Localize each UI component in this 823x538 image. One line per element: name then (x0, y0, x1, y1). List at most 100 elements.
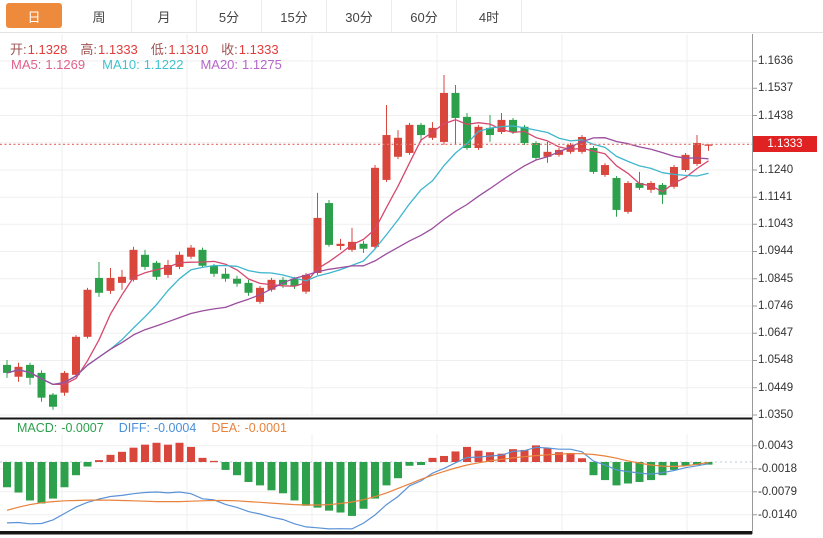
macd-histogram-bar (256, 462, 264, 486)
candle-body (658, 184, 667, 195)
bottom-bar (0, 531, 752, 535)
candle-body (198, 249, 207, 266)
macd-histogram-bar (405, 462, 414, 466)
macd-histogram-bar (359, 462, 368, 509)
macd-histogram-bar (49, 462, 57, 499)
macd-histogram-bar (210, 460, 218, 463)
close-readout: 收:1.1333 (221, 42, 279, 57)
price-axis-label: 1.0449 (758, 381, 794, 394)
candle-body (72, 336, 80, 375)
macd-histogram-bar (612, 462, 621, 486)
macd-histogram-bar (497, 453, 506, 462)
ma20-readout: MA20: 1.1275 (200, 57, 282, 72)
candle-body (302, 274, 310, 292)
ohlc-legend: 开:1.1328 高:1.1333 低:1.1310 收:1.1333 (10, 39, 279, 58)
candle-body (394, 137, 402, 157)
price-axis-label: 1.0548 (758, 354, 794, 367)
macd-histogram-bar (520, 449, 529, 462)
tab-60min[interactable]: 60分 (392, 0, 457, 32)
price-axis-label: 1.0944 (758, 245, 794, 258)
candle-body (164, 264, 172, 275)
macd-histogram-bar (704, 462, 713, 465)
macd-histogram-bar (83, 462, 92, 467)
macd-histogram-bar (302, 462, 310, 506)
tab-month[interactable]: 月 (132, 0, 197, 32)
macd-axis-label: -0.0140 (758, 508, 798, 521)
macd-legend: MACD: -0.0007 DIFF: -0.0004 DEA: -0.0001 (17, 421, 287, 435)
candle-body (463, 116, 471, 148)
macd-histogram-bar (26, 462, 34, 501)
macd-histogram-bar (60, 462, 69, 488)
candle-body (95, 277, 103, 293)
macd-histogram-bar (175, 442, 184, 462)
candle-body (520, 126, 529, 144)
candle-body (106, 277, 115, 291)
macd-histogram-bar (336, 462, 345, 513)
macd-histogram-bar (566, 452, 575, 462)
candle-body (543, 151, 552, 157)
tab-day[interactable]: 日 (2, 0, 67, 32)
macd-histogram-bar (428, 457, 437, 462)
macd-histogram-bar (589, 462, 598, 476)
ma10-readout: MA10: 1.1222 (102, 57, 184, 72)
price-axis-label: 1.1438 (758, 109, 794, 122)
macd-histogram-bar (681, 462, 690, 466)
price-axis-label: 1.1537 (758, 82, 794, 95)
macd-histogram-bar (647, 462, 655, 481)
tab-week[interactable]: 周 (67, 0, 132, 32)
macd-histogram-bar (394, 462, 402, 479)
ma20-line (6, 137, 709, 386)
macd-histogram-bar (279, 462, 287, 494)
ma5-line (6, 119, 709, 386)
price-axis-label: 1.1636 (758, 55, 794, 67)
current-price-badge: 1.1333 (753, 136, 817, 153)
candle-body (210, 265, 218, 274)
tab-30min[interactable]: 30分 (327, 0, 392, 32)
macd-histogram-bar (532, 445, 540, 462)
timeframe-tabbar: 日 周 月 5分 15分 30分 60分 4时 (0, 0, 823, 33)
macd-histogram-bar (244, 462, 253, 482)
tab-5min[interactable]: 5分 (197, 0, 262, 32)
candle-body (532, 143, 540, 158)
macd-histogram-bar (187, 446, 195, 462)
macd-histogram-bar (624, 462, 632, 484)
macd-histogram-bar (313, 462, 322, 508)
candle-body (451, 92, 460, 118)
candle-body (589, 147, 598, 172)
macd-histogram-bar (72, 462, 80, 476)
macd-histogram-bar (198, 457, 207, 462)
macd-histogram-bar (658, 462, 667, 476)
macd-histogram-bar (129, 447, 138, 462)
candle-body (37, 372, 46, 398)
macd-histogram-bar (14, 462, 23, 493)
candle-body (486, 127, 494, 136)
macd-histogram-bar (474, 450, 483, 462)
macd-axis-label: 0.0043 (758, 439, 794, 452)
ma10-line (6, 125, 709, 386)
tab-15min[interactable]: 15分 (262, 0, 327, 32)
macd-histogram-bar (233, 462, 241, 476)
candle-body (693, 143, 701, 164)
price-axis-label: 1.1141 (758, 191, 793, 204)
candle-body (313, 217, 322, 273)
candle-body (290, 278, 299, 286)
macd-histogram-bar (601, 462, 609, 481)
candle-body (233, 278, 241, 284)
candle-body (670, 166, 678, 187)
macd-histogram-bar (3, 462, 11, 488)
candle-body (624, 182, 632, 212)
price-axis-label: 1.0845 (758, 272, 794, 285)
macd-histogram-bar (555, 452, 563, 462)
macd-axis-label: -0.0079 (758, 485, 798, 498)
price-axis-label: 1.1240 (758, 164, 794, 176)
macd-histogram-bar (325, 462, 333, 511)
macd-histogram-bar (693, 462, 701, 466)
candle-body (26, 364, 34, 378)
macd-histogram-bar (348, 462, 356, 516)
candle-body (382, 135, 391, 180)
macd-histogram-bar (486, 452, 494, 462)
tab-4hour[interactable]: 4时 (457, 0, 522, 32)
candle-body (3, 364, 11, 373)
candle-body (14, 366, 23, 377)
